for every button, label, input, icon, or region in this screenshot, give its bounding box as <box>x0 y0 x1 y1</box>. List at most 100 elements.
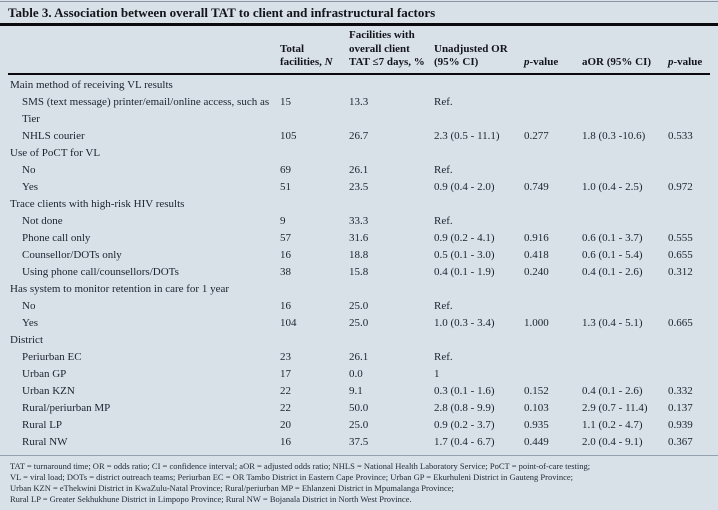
cell-tat-percent: 25.0 <box>349 316 369 329</box>
cell-unadjusted-or: 0.4 (0.1 - 1.9) <box>434 265 495 278</box>
cell-p-value: 0.916 <box>524 231 549 244</box>
cell-total-facilities: 69 <box>280 163 291 176</box>
cell-p-value: 0.418 <box>524 248 549 261</box>
cell-total-facilities: 17 <box>280 367 291 380</box>
cell-total-facilities: 16 <box>280 248 291 261</box>
section-header-label: Main method of receiving VL results <box>10 78 173 91</box>
cell-unadjusted-or: 0.5 (0.1 - 3.0) <box>434 248 495 261</box>
section-header-label: Trace clients with high-risk HIV results <box>10 197 185 210</box>
cell-adjusted-p-value <box>668 162 710 179</box>
p-symbol: p <box>668 56 674 68</box>
cell-adjusted-p-value: 0.555 <box>668 231 693 244</box>
column-header-total-facilities: Total facilities, N <box>280 26 349 75</box>
section-header-row: Has system to monitor retention in care … <box>8 281 710 298</box>
cell-tat-percent: 50.0 <box>349 401 369 414</box>
cell-unadjusted-or: Ref. <box>434 299 453 312</box>
cell-adjusted-p-value: 0.312 <box>668 265 693 278</box>
cell-tat-percent: 9.1 <box>349 384 363 397</box>
cell-unadjusted-or: 0.3 (0.1 - 1.6) <box>434 384 495 397</box>
row-label: Using phone call/counsellors/DOTs <box>22 265 179 278</box>
column-header-total-facilities-text: Total facilities, <box>280 42 325 69</box>
footnotes: TAT = turnaround time; OR = odds ratio; … <box>0 456 718 505</box>
column-header-unadjusted-or: Unadjusted OR (95% CI) <box>434 26 524 75</box>
section-header-row: Trace clients with high-risk HIV results <box>8 196 710 213</box>
row-label: Not done <box>22 214 63 227</box>
cell-tat-percent: 13.3 <box>349 95 369 108</box>
cell-total-facilities: 9 <box>280 214 286 227</box>
table-row: Urban KZN 22 9.1 0.3 (0.1 - 1.6) 0.152 0.4 (0… <box>8 383 710 400</box>
row-label: Yes <box>22 180 39 193</box>
cell-unadjusted-or: 2.8 (0.8 - 9.9) <box>434 401 495 414</box>
p-value-suffix: -value <box>529 56 559 68</box>
cell-adjusted-p-value <box>668 298 710 315</box>
row-label: Rural/periurban MP <box>22 401 111 414</box>
cell-aor <box>582 94 668 128</box>
bottom-divider <box>0 454 718 456</box>
cell-unadjusted-or: 1.7 (0.4 - 6.7) <box>434 435 495 448</box>
cell-aor: 2.0 (0.4 - 9.1) <box>582 435 643 448</box>
table-row: Using phone call/counsellors/DOTs 38 15.8 0… <box>8 264 710 281</box>
cell-adjusted-p-value <box>668 366 710 383</box>
row-label: Rural LP <box>22 418 63 431</box>
cell-tat-percent: 37.5 <box>349 435 369 448</box>
cell-adjusted-p-value: 0.332 <box>668 384 693 397</box>
cell-tat-percent: 23.5 <box>349 180 369 193</box>
cell-adjusted-p-value <box>668 213 710 230</box>
section-header-row: Main method of receiving VL results <box>8 74 710 94</box>
column-header-aor: aOR (95% CI) <box>582 26 668 75</box>
footnote-line: Rural LP = Greater Sekhukhune District i… <box>10 493 412 504</box>
cell-p-value: 0.240 <box>524 265 549 278</box>
cell-adjusted-p-value: 0.939 <box>668 418 693 431</box>
top-divider <box>0 1 718 2</box>
cell-total-facilities: 57 <box>280 231 291 244</box>
cell-aor <box>582 298 668 315</box>
row-label: No <box>22 163 36 176</box>
cell-total-facilities: 20 <box>280 418 291 431</box>
cell-p-value: 1.000 <box>524 316 549 329</box>
section-header-row: District <box>8 332 710 349</box>
cell-aor: 1.3 (0.4 - 5.1) <box>582 316 643 329</box>
cell-adjusted-p-value: 0.137 <box>668 401 693 414</box>
row-label: Rural NW <box>22 435 68 448</box>
cell-tat-percent: 25.0 <box>349 299 369 312</box>
cell-tat-percent: 26.1 <box>349 350 369 363</box>
p-symbol: p <box>524 56 530 68</box>
table-row: Rural/periurban MP 22 50.0 2.8 (0.8 - 9.9) 0… <box>8 400 710 417</box>
cell-unadjusted-or: 1.0 (0.3 - 3.4) <box>434 316 495 329</box>
column-header-p-value: p-value <box>524 26 582 75</box>
cell-tat-percent: 15.8 <box>349 265 369 278</box>
cell-tat-percent: 25.0 <box>349 418 369 431</box>
cell-tat-percent: 33.3 <box>349 214 369 227</box>
cell-unadjusted-or: 0.9 (0.2 - 4.1) <box>434 231 495 244</box>
cell-unadjusted-or: Ref. <box>434 163 453 176</box>
cell-adjusted-p-value: 0.533 <box>668 129 693 142</box>
cell-p-value <box>524 213 582 230</box>
cell-p-value <box>524 298 582 315</box>
cell-unadjusted-or: Ref. <box>434 350 453 363</box>
section-header-label: Has system to monitor retention in care … <box>10 282 230 295</box>
column-header-p-value-2: p-value <box>668 26 710 75</box>
row-label: Urban KZN <box>22 384 75 397</box>
footnote-line: TAT = turnaround time; OR = odds ratio; … <box>10 460 591 471</box>
cell-aor <box>582 349 668 366</box>
cell-aor: 2.9 (0.7 - 11.4) <box>582 401 648 414</box>
table-title: Table 3. Association between overall TAT… <box>8 5 436 20</box>
cell-total-facilities: 15 <box>280 95 291 108</box>
cell-aor: 0.4 (0.1 - 2.6) <box>582 384 643 397</box>
table-body: Main method of receiving VL results SMS (… <box>8 74 710 451</box>
cell-total-facilities: 22 <box>280 384 291 397</box>
cell-adjusted-p-value: 0.655 <box>668 248 693 261</box>
cell-total-facilities: 22 <box>280 401 291 414</box>
cell-total-facilities: 16 <box>280 299 291 312</box>
cell-tat-percent: 0.0 <box>349 367 363 380</box>
table-row: Periurban EC 23 26.1 Ref. <box>8 349 710 366</box>
cell-total-facilities: 51 <box>280 180 291 193</box>
cell-unadjusted-or: 1 <box>434 367 440 380</box>
table-row: Yes 104 25.0 1.0 (0.3 - 3.4) 1.000 1.3 (0.4 -… <box>8 315 710 332</box>
title-divider <box>0 23 718 26</box>
cell-aor <box>582 162 668 179</box>
table-row: Rural LP 20 25.0 0.9 (0.2 - 3.7) 0.935 1.1 (0… <box>8 417 710 434</box>
cell-adjusted-p-value <box>668 94 710 128</box>
cell-aor: 0.4 (0.1 - 2.6) <box>582 265 643 278</box>
